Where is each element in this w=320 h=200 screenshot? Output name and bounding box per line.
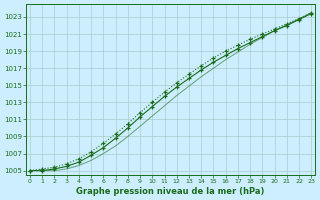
X-axis label: Graphe pression niveau de la mer (hPa): Graphe pression niveau de la mer (hPa)	[76, 187, 265, 196]
